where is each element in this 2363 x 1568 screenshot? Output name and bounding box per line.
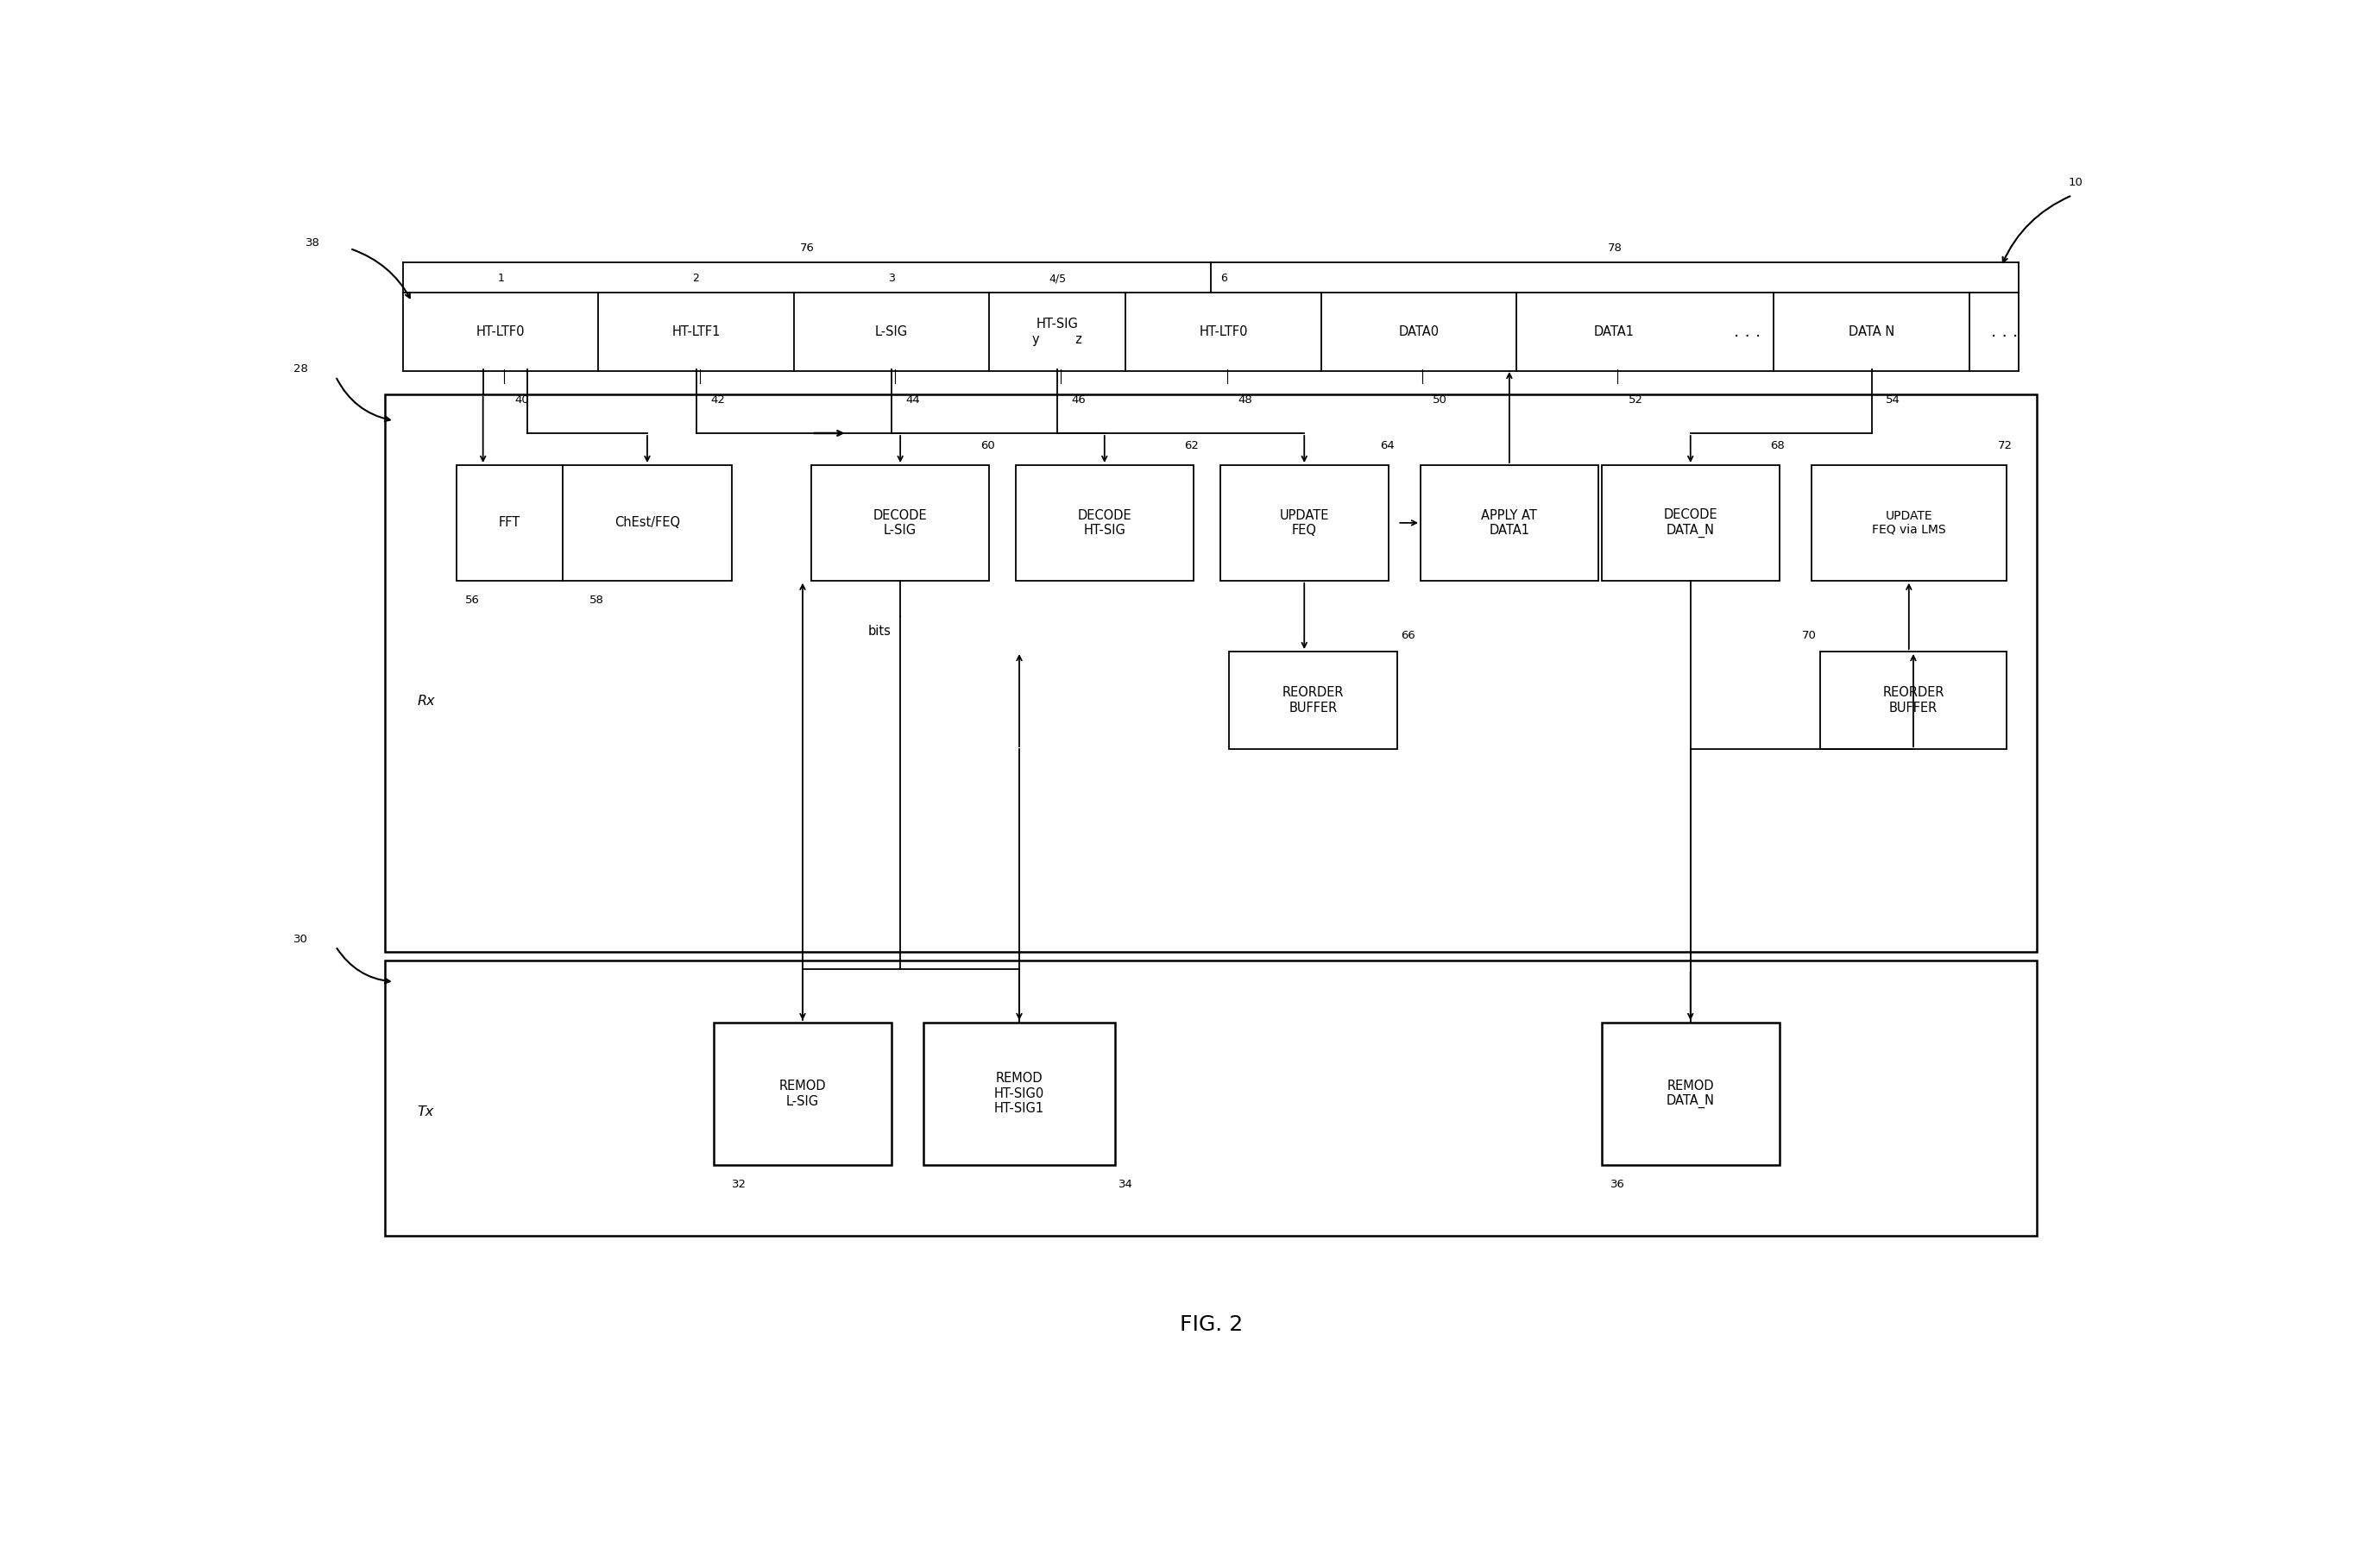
- Text: . . .: . . .: [1992, 323, 2018, 340]
- Text: REMOD
HT-SIG0
HT-SIG1: REMOD HT-SIG0 HT-SIG1: [995, 1073, 1044, 1115]
- Text: 50: 50: [1432, 394, 1449, 406]
- Text: 58: 58: [588, 594, 605, 605]
- Text: L-SIG: L-SIG: [874, 326, 907, 339]
- Text: 44: 44: [905, 394, 919, 406]
- Text: DECODE
DATA_N: DECODE DATA_N: [1664, 508, 1718, 538]
- Text: FIG. 2: FIG. 2: [1179, 1314, 1243, 1334]
- Text: 28: 28: [293, 364, 307, 375]
- Bar: [1602, 466, 1779, 580]
- Text: Tx: Tx: [418, 1105, 435, 1118]
- Bar: [1602, 1022, 1779, 1165]
- Text: ChEst/FEQ: ChEst/FEQ: [614, 516, 681, 530]
- Text: 36: 36: [1612, 1179, 1626, 1190]
- Bar: [1820, 652, 2006, 750]
- Text: 40: 40: [515, 394, 529, 406]
- Bar: [714, 1022, 891, 1165]
- Text: 46: 46: [1073, 394, 1087, 406]
- Text: DATA1: DATA1: [1593, 326, 1635, 339]
- Text: 2: 2: [692, 273, 699, 284]
- Text: 3: 3: [888, 273, 896, 284]
- Bar: [924, 1022, 1115, 1165]
- Text: REORDER
BUFFER: REORDER BUFFER: [1883, 687, 1945, 715]
- Text: 66: 66: [1401, 630, 1415, 641]
- Bar: [1420, 466, 1597, 580]
- Text: 34: 34: [1118, 1179, 1134, 1190]
- Text: 42: 42: [711, 394, 725, 406]
- Text: HT-SIG
y         z: HT-SIG y z: [1033, 318, 1082, 347]
- Text: HT-LTF0: HT-LTF0: [1198, 326, 1248, 339]
- Text: 30: 30: [293, 933, 307, 946]
- Text: 70: 70: [1803, 630, 1817, 641]
- Text: UPDATE
FEQ: UPDATE FEQ: [1278, 510, 1328, 536]
- Bar: [1219, 466, 1389, 580]
- Bar: [1229, 652, 1397, 750]
- Text: 52: 52: [1628, 394, 1642, 406]
- Text: . . .: . . .: [1734, 323, 1760, 340]
- Text: 68: 68: [1770, 441, 1784, 452]
- Text: 38: 38: [305, 238, 319, 249]
- Text: 78: 78: [1607, 243, 1623, 254]
- Bar: [404, 293, 2018, 372]
- Text: 4/5: 4/5: [1049, 273, 1066, 284]
- Text: REMOD
L-SIG: REMOD L-SIG: [780, 1080, 827, 1107]
- Text: 48: 48: [1238, 394, 1252, 406]
- Text: 32: 32: [733, 1179, 747, 1190]
- Text: UPDATE
FEQ via LMS: UPDATE FEQ via LMS: [1871, 510, 1945, 536]
- Text: APPLY AT
DATA1: APPLY AT DATA1: [1482, 510, 1538, 536]
- Text: 10: 10: [2068, 177, 2084, 188]
- Text: 76: 76: [799, 243, 815, 254]
- Bar: [1810, 466, 2006, 580]
- Text: REMOD
DATA_N: REMOD DATA_N: [1666, 1079, 1716, 1109]
- Text: 62: 62: [1184, 441, 1198, 452]
- Text: DECODE
HT-SIG: DECODE HT-SIG: [1078, 510, 1132, 536]
- Text: bits: bits: [867, 626, 891, 638]
- Bar: [456, 466, 562, 580]
- Text: 54: 54: [1886, 394, 1900, 406]
- Bar: [811, 466, 990, 580]
- Text: DECODE
L-SIG: DECODE L-SIG: [874, 510, 926, 536]
- Text: HT-LTF1: HT-LTF1: [671, 326, 721, 339]
- Text: FFT: FFT: [499, 516, 520, 530]
- Text: REORDER
BUFFER: REORDER BUFFER: [1283, 687, 1345, 715]
- Bar: [385, 961, 2037, 1236]
- Text: 56: 56: [466, 594, 480, 605]
- Text: 6: 6: [1219, 273, 1226, 284]
- Text: DATA0: DATA0: [1399, 326, 1439, 339]
- Text: 64: 64: [1380, 441, 1394, 452]
- Bar: [1016, 466, 1193, 580]
- Text: 60: 60: [981, 441, 995, 452]
- Text: 72: 72: [1997, 441, 2013, 452]
- Text: 1: 1: [496, 273, 503, 284]
- Text: DATA N: DATA N: [1848, 326, 1895, 339]
- Bar: [385, 394, 2037, 952]
- Bar: [562, 466, 733, 580]
- Text: Rx: Rx: [418, 695, 435, 707]
- Text: HT-LTF0: HT-LTF0: [477, 326, 525, 339]
